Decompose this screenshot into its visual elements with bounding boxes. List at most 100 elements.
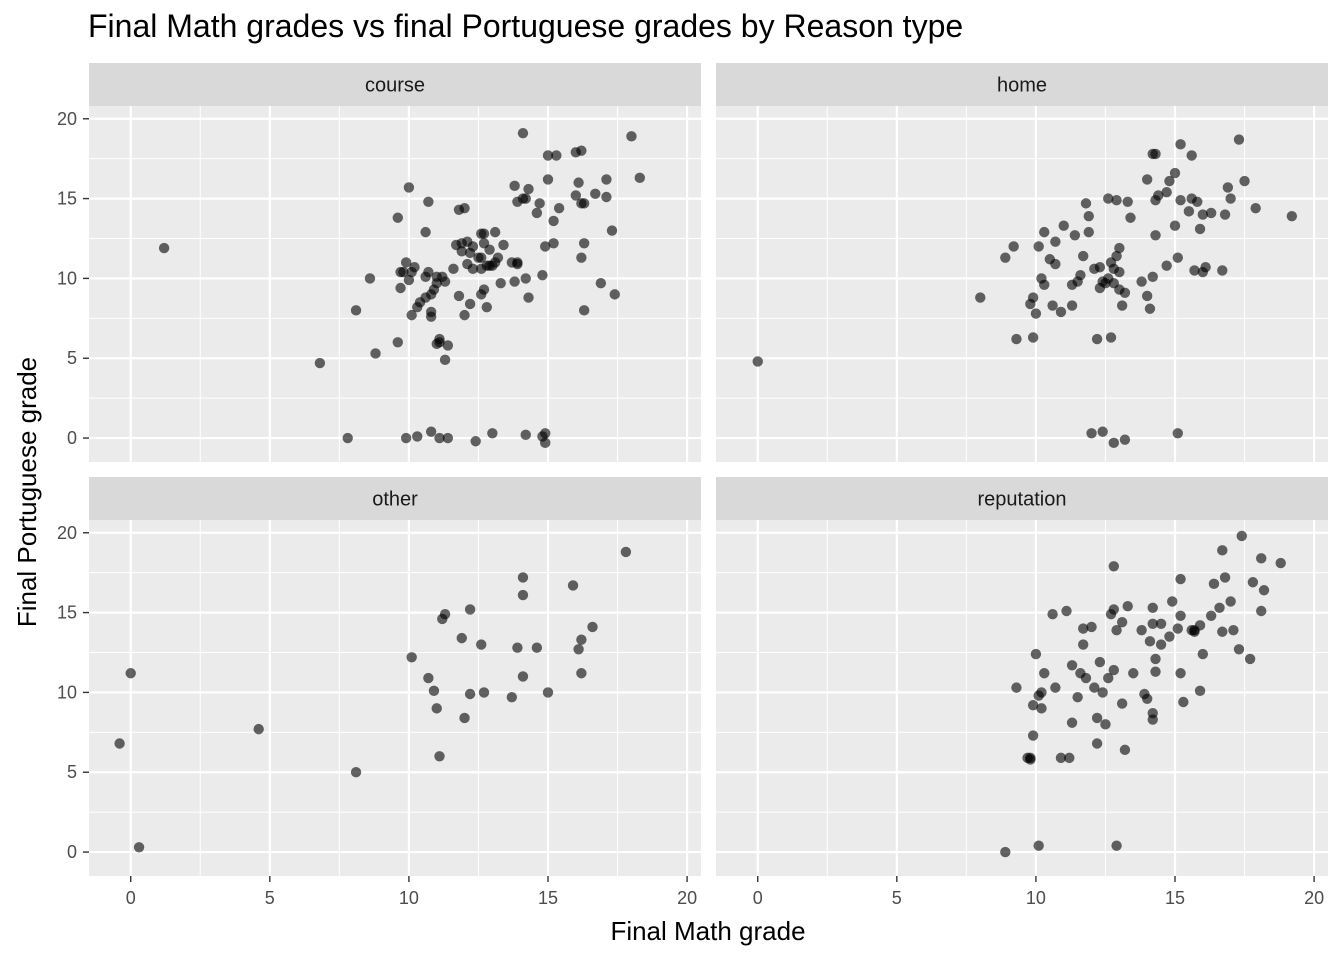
data-point [587,621,598,633]
y-tick-label: 5 [67,348,77,368]
data-point [590,188,601,200]
data-point [478,284,490,295]
data-point [1256,605,1267,617]
data-point [634,172,645,184]
data-point [1208,578,1220,590]
facet-panel-reputation: reputation [716,477,1328,876]
y-tick-label: 15 [57,189,77,209]
data-point [484,244,495,255]
facet-panel-home: home [716,63,1328,462]
data-point [1083,210,1094,222]
data-point [531,642,543,653]
data-point [1036,703,1047,714]
data-point [439,354,451,366]
x-tick-label: 0 [753,888,763,908]
data-point [1072,692,1083,703]
data-point [1066,660,1078,671]
data-point [542,687,554,698]
data-point [534,198,545,209]
data-point [509,180,520,192]
data-point [406,652,417,663]
data-point [620,546,632,558]
data-point [576,668,587,679]
data-point [1066,717,1078,728]
data-point [1100,719,1111,730]
data-point [523,183,534,195]
data-point [423,196,434,207]
data-point [1000,252,1011,263]
axes-layer: 0 5 10 15 20 0 5 10 15 20 0 5 10 15 20 0 5 10 15 20 [57,109,1324,908]
data-point [1039,279,1050,290]
data-point [1122,601,1133,612]
data-point [1225,193,1236,204]
x-tick-label: 5 [265,888,275,908]
data-point [1075,270,1086,281]
data-point [509,276,520,287]
data-point [1047,300,1058,311]
data-point [1147,707,1158,719]
data-point [1050,682,1061,693]
data-point [1128,668,1139,679]
data-point [1155,639,1167,650]
panel-background [716,520,1328,876]
data-point [1108,604,1120,615]
data-point [1030,648,1042,660]
data-point [467,263,479,275]
data-point [576,145,587,156]
facet-panel-other: other [89,477,701,876]
data-point [350,767,362,778]
facet-strip-label: course [365,75,425,97]
data-point [1111,194,1122,206]
data-point [1027,332,1039,343]
data-point [1186,150,1197,161]
data-point [1025,754,1036,765]
data-point [1058,220,1069,231]
data-point [540,241,551,252]
data-point [1119,434,1131,445]
panel-background [89,520,701,876]
data-point [1275,557,1286,569]
data-point [395,282,406,294]
data-point [1205,207,1217,219]
data-point [478,687,490,698]
data-point [1175,573,1186,585]
data-point [442,340,454,351]
data-point [1108,664,1120,676]
data-point [1219,209,1231,220]
data-point [517,589,529,601]
data-point [551,150,562,161]
data-point [520,429,531,441]
data-point [1039,226,1050,238]
data-point [1147,271,1158,283]
data-point [400,432,412,444]
data-point [1094,656,1106,668]
data-point [392,337,403,348]
data-point [1205,610,1217,621]
data-point [512,642,523,653]
data-point [403,182,415,193]
data-point [523,292,534,303]
data-point [425,311,437,322]
x-tick-label: 5 [892,888,902,908]
data-point [1175,139,1186,150]
data-point [1103,193,1114,204]
data-point [342,432,353,444]
data-point [517,671,529,682]
data-point [1172,428,1183,439]
data-point [412,431,423,442]
data-point [464,688,476,700]
data-point [125,668,136,679]
data-point [626,131,637,142]
data-point [520,273,531,284]
data-point [1116,698,1128,709]
data-point [567,580,579,591]
data-point [1228,624,1239,636]
data-point [464,298,476,310]
data-point [1194,685,1206,697]
data-point [495,278,506,289]
data-point [1050,258,1061,270]
data-point [423,266,434,278]
facet-strip [89,477,701,520]
data-point [1247,577,1259,588]
